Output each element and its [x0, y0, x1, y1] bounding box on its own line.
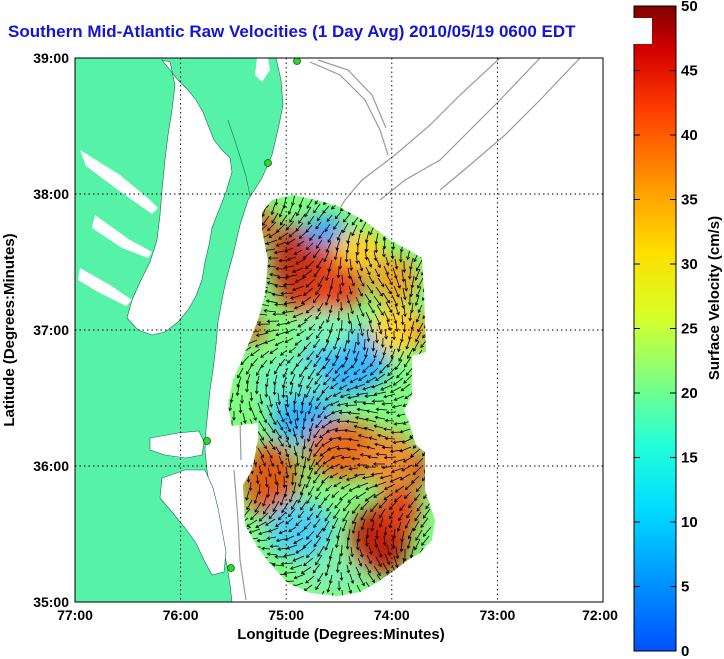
x-tick-label: 77:00 [57, 607, 93, 623]
colorbar-label: Surface Velocity (cm/s) [706, 216, 723, 380]
colorbar-tick-label: 20 [681, 385, 698, 402]
colorbar-tick-label: 50 [681, 0, 698, 15]
colorbar-tick-label: 35 [681, 192, 698, 209]
y-axis-label: Latitude (Degrees:Minutes) [1, 233, 18, 426]
chesapeake-bay [126, 59, 233, 336]
albemarle-sound [149, 430, 205, 459]
radar-station-marker [293, 58, 301, 65]
colorbar-tick-label: 25 [681, 321, 698, 338]
tributary-1 [80, 150, 158, 214]
colorbar-tick-label: 40 [681, 127, 698, 144]
x-tick-label: 73:00 [479, 607, 515, 623]
radar-station-marker [227, 564, 235, 572]
x-tick-label: 74:00 [374, 607, 410, 623]
colorbar-tick-label: 45 [681, 63, 698, 80]
y-tick-label: 39:00 [33, 50, 69, 66]
pamlico-sound [159, 469, 227, 576]
radar-station-marker [203, 437, 211, 445]
x-tick-label: 75:00 [268, 607, 304, 623]
y-tick-label: 36:00 [33, 458, 69, 474]
x-axis-label: Longitude (Degrees:Minutes) [237, 626, 445, 643]
plot-frame [74, 57, 604, 603]
colorbar-tick-label: 10 [681, 514, 698, 531]
y-tick-label: 38:00 [33, 186, 69, 202]
y-tick-label: 37:00 [33, 322, 69, 338]
radar-station-marker [264, 159, 272, 167]
tributary-3 [78, 268, 132, 306]
velocity-field [228, 195, 435, 596]
grid-lines [75, 58, 603, 602]
x-tick-label: 76:00 [163, 607, 199, 623]
tributary-2 [92, 215, 152, 258]
map-title: Southern Mid-Atlantic Raw Velocities (1 … [8, 22, 576, 41]
x-tick-label: 72:00 [582, 607, 618, 623]
colorbar-tick-label: 5 [681, 579, 689, 596]
bathymetry-contours [233, 58, 581, 601]
delaware-bay [255, 58, 270, 82]
delmarva-shoreline [227, 119, 251, 197]
colorbar [633, 5, 677, 652]
colorbar-tick-label: 0 [681, 643, 689, 659]
y-tick-label: 35:00 [33, 594, 69, 610]
colorbar-tick-label: 15 [681, 450, 698, 467]
colorbar-tick-label: 30 [681, 256, 698, 273]
title-overlap-mask [628, 18, 652, 44]
colorbar-ticks [634, 70, 676, 587]
